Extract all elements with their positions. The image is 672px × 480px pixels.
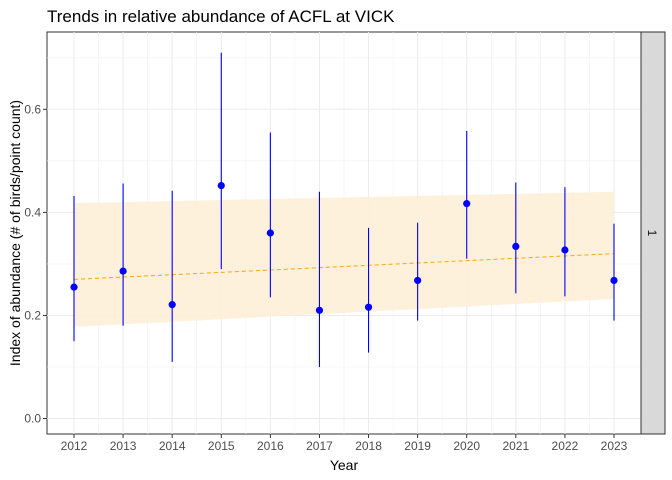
x-tick-label: 2022	[552, 439, 579, 453]
facet-strip-label: 1	[645, 230, 659, 237]
x-axis-label: Year	[330, 457, 359, 473]
trend-line-group	[73, 253, 615, 280]
data-point	[414, 276, 422, 285]
chart-title: Trends in relative abundance of ACFL at …	[47, 7, 395, 26]
data-point	[266, 229, 274, 237]
x-tick-label: 2017	[306, 439, 333, 453]
data-points	[70, 181, 618, 314]
x-tick-label: 2016	[257, 439, 284, 453]
data-point	[119, 267, 127, 275]
x-tick-label: 2012	[61, 439, 88, 453]
x-tick-label: 2015	[208, 439, 235, 453]
data-point	[364, 303, 373, 311]
y-tick-label: 0.6	[24, 102, 41, 116]
y-tick-label: 0.2	[24, 308, 41, 322]
trend-confidence-band	[74, 191, 614, 327]
y-tick-label: 0.0	[24, 412, 41, 426]
plot-panel	[46, 31, 642, 435]
x-tick-label: 2019	[404, 439, 431, 453]
data-point	[610, 276, 618, 285]
data-point	[70, 283, 78, 291]
y-tick-label: 0.4	[24, 205, 41, 219]
data-point	[168, 301, 176, 309]
trend-band	[74, 191, 614, 327]
x-tick-label: 2018	[355, 439, 382, 453]
x-tick-label: 2013	[110, 439, 137, 453]
x-tick-label: 2021	[502, 439, 529, 453]
data-point	[463, 200, 471, 208]
x-axis: 2012 2013 2014 2015 2016 2017 2018 2019 2020 2021…	[61, 434, 628, 453]
x-tick-label: 2014	[159, 439, 186, 453]
facet-strip: 1	[640, 31, 666, 435]
y-axis: 0.0 0.2 0.4 0.6	[24, 102, 47, 426]
data-point	[561, 246, 569, 254]
x-tick-label: 2020	[453, 439, 480, 453]
data-point	[512, 242, 520, 250]
trend-line	[73, 253, 615, 280]
y-axis-label: Index of abundance (# of birds/point cou…	[7, 100, 23, 366]
data-point	[217, 181, 225, 190]
x-tick-label: 2023	[601, 439, 628, 453]
error-bars	[73, 52, 615, 367]
data-point	[315, 306, 324, 314]
